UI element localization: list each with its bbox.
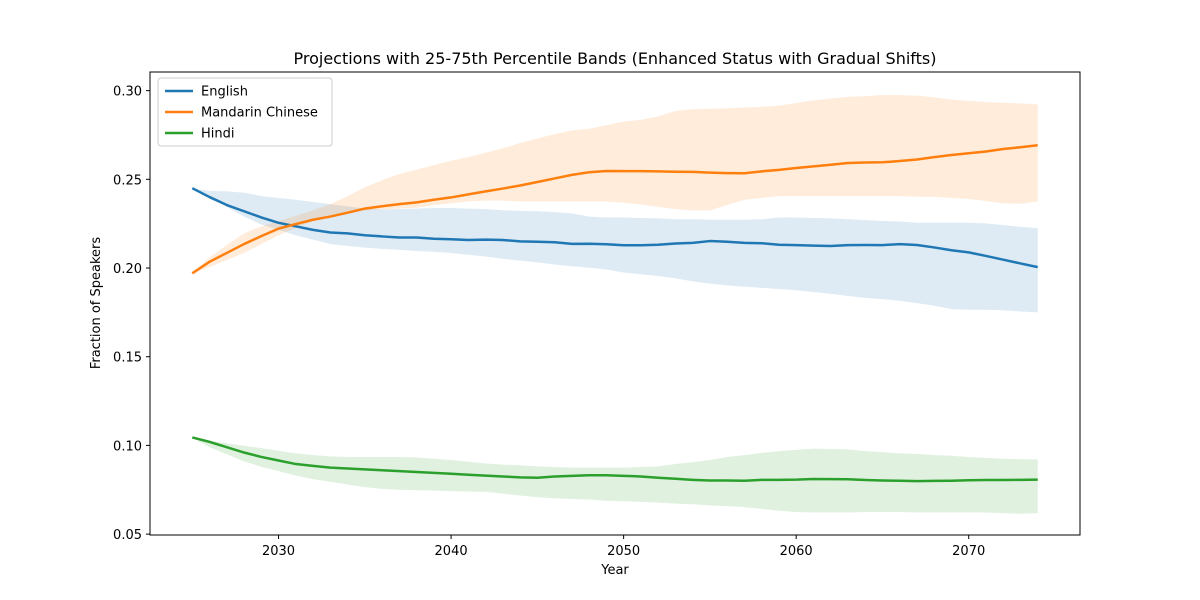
hindi-line (191, 436, 1038, 483)
english-percentile-band (192, 188, 1038, 313)
y-tick-label: 0.05 (113, 528, 142, 543)
english-line (191, 187, 1038, 269)
x-axis-label: Year (600, 563, 629, 578)
x-tick-label: 2040 (435, 544, 468, 559)
legend-box (157, 77, 333, 147)
y-tick-label: 0.20 (113, 262, 142, 277)
plot-frame (149, 71, 1081, 536)
chart-title: Projections with 25-75th Percentile Band… (293, 49, 936, 68)
x-tick-label: 2060 (780, 544, 813, 559)
mandarin-chinese-percentile-band (192, 95, 1038, 274)
legend-label-hindi: Hindi (201, 127, 235, 142)
series-lines (191, 144, 1038, 483)
y-tick-label: 0.25 (113, 173, 142, 188)
y-axis-ticks: 0.05 0.10 0.15 0.20 0.25 0.30 (113, 85, 150, 543)
y-tick-label: 0.10 (113, 439, 142, 454)
legend-label-english: English (201, 85, 248, 100)
x-tick-label: 2050 (607, 544, 640, 559)
x-axis-ticks: 2030 2040 2050 2060 2070 (262, 535, 985, 559)
y-axis-label: Fraction of Speakers (89, 237, 104, 370)
legend-label-mandarin-chinese: Mandarin Chinese (201, 106, 318, 121)
y-tick-label: 0.30 (113, 85, 142, 100)
y-tick-label: 0.15 (113, 351, 142, 366)
mandarin-chinese-line (191, 144, 1038, 275)
legend: English Mandarin Chinese Hindi (157, 77, 333, 147)
x-tick-label: 2030 (262, 544, 295, 559)
x-tick-label: 2070 (952, 544, 985, 559)
